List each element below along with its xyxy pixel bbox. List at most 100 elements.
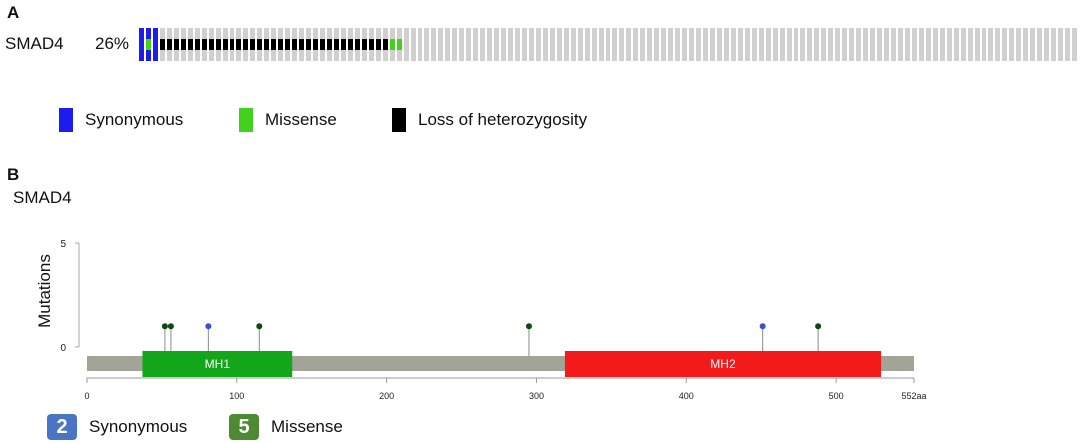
sample-cell: [473, 28, 479, 61]
sample-cell: [501, 28, 507, 61]
sample-cell: [967, 28, 973, 61]
sample-cell: [508, 28, 513, 61]
sample-cell: [375, 28, 381, 61]
sample-cell: [222, 28, 228, 61]
sample-cell: [542, 28, 548, 61]
sample-cell: [598, 28, 604, 61]
sample-cell: [744, 28, 750, 61]
sample-loh-mark: [159, 39, 165, 50]
mutation-point-missense[interactable]: [815, 323, 822, 330]
sample-cell: [918, 28, 924, 61]
oncoprint-gene-label: SMAD4: [5, 34, 64, 53]
sample-cell: [870, 28, 876, 61]
sample-cell: [709, 28, 715, 61]
sample-cell: [730, 28, 736, 61]
sample-loh-mark: [201, 39, 207, 50]
sample-cell: [682, 28, 688, 61]
sample-cell: [960, 28, 966, 61]
sample-cell: [347, 28, 353, 61]
sample-loh-mark: [180, 39, 186, 50]
mutation-heads: [161, 323, 822, 330]
sample-cell: [145, 28, 151, 61]
sample-cell: [173, 28, 179, 61]
sample-cell: [842, 28, 848, 61]
sample-cell: [703, 28, 708, 61]
sample-cell: [689, 28, 695, 61]
sample-cell: [584, 28, 590, 61]
x-tick-label: 500: [829, 391, 844, 401]
sample-cell: [480, 28, 486, 61]
y-tick-label-5: 5: [60, 239, 66, 250]
sample-loh-mark: [313, 39, 319, 50]
sample-loh-mark: [264, 39, 270, 50]
lollipop-gene-title: SMAD4: [13, 188, 72, 207]
sample-cell: [647, 28, 653, 61]
sample-cell: [320, 28, 325, 61]
mutation-point-synonymous[interactable]: [759, 323, 766, 330]
mutation-point-missense[interactable]: [525, 323, 532, 330]
sample-loh-mark: [382, 39, 388, 50]
sample-loh-mark: [166, 39, 172, 50]
x-tick-label: 300: [529, 391, 544, 401]
mutation-point-missense[interactable]: [167, 323, 174, 330]
legend-missense: Missense: [239, 108, 337, 132]
legend-loh: Loss of heterozygosity: [392, 108, 587, 132]
sample-cell: [751, 28, 757, 61]
sample-missense-mark: [389, 39, 395, 50]
sample-cell: [403, 28, 409, 61]
sample-cell: [946, 28, 952, 61]
synonymous-count-badge: 2: [47, 414, 77, 440]
sample-cell: [800, 28, 806, 61]
sample-loh-mark: [250, 39, 256, 50]
sample-cell: [549, 28, 555, 61]
sample-cell: [431, 28, 437, 61]
sample-loh-mark: [278, 39, 284, 50]
sample-loh-mark: [173, 39, 179, 50]
synonymous-count-label: Synonymous: [89, 417, 188, 436]
sample-cell: [974, 28, 980, 61]
sample-cell: [807, 28, 813, 61]
mutation-point-synonymous[interactable]: [205, 323, 212, 330]
sample-loh-mark: [320, 39, 325, 50]
sample-cell: [299, 28, 305, 61]
sample-cell: [159, 28, 165, 61]
legend-synonymous-count: 2 Synonymous: [47, 414, 187, 440]
x-tick-label: 100: [229, 391, 244, 401]
sample-loh-mark: [340, 39, 346, 50]
sample-cell: [995, 28, 1001, 61]
sample-cell: [605, 28, 611, 61]
mutation-point-missense[interactable]: [256, 323, 263, 330]
sample-cell: [626, 28, 632, 61]
missense-count-badge: 5: [229, 414, 259, 440]
sample-cell: [1065, 28, 1071, 61]
sample-loh-mark: [354, 39, 360, 50]
sample-loh-mark: [236, 39, 242, 50]
sample-cell: [849, 28, 855, 61]
sample-cell: [236, 28, 242, 61]
domain-label: MH1: [205, 357, 231, 371]
sample-cell: [786, 28, 792, 61]
sample-cell: [1009, 28, 1015, 61]
domain-mh2[interactable]: [564, 351, 882, 377]
domain-mh1[interactable]: [142, 351, 293, 377]
sample-cell: [313, 28, 319, 61]
sample-loh-mark: [292, 39, 298, 50]
sample-cell: [793, 28, 799, 61]
sample-cell: [765, 28, 771, 61]
sample-cell: [897, 28, 903, 61]
sample-loh-mark: [222, 39, 228, 50]
sample-cell: [737, 28, 743, 61]
sample-cell: [925, 28, 931, 61]
sample-loh-mark: [361, 39, 367, 50]
sample-cell: [570, 28, 576, 61]
sample-cell: [535, 28, 541, 61]
sample-cell: [250, 28, 256, 61]
sample-cell: [1037, 28, 1043, 61]
mutation-point-missense[interactable]: [161, 323, 168, 330]
sample-cell: [215, 28, 221, 61]
x-axis-ticks: 0 100 200 300 400 500 552aa: [84, 378, 927, 401]
sample-missense-mark: [396, 39, 402, 50]
sample-cell: [166, 28, 172, 61]
sample-loh-mark: [194, 39, 200, 50]
sample-cell: [340, 28, 346, 61]
